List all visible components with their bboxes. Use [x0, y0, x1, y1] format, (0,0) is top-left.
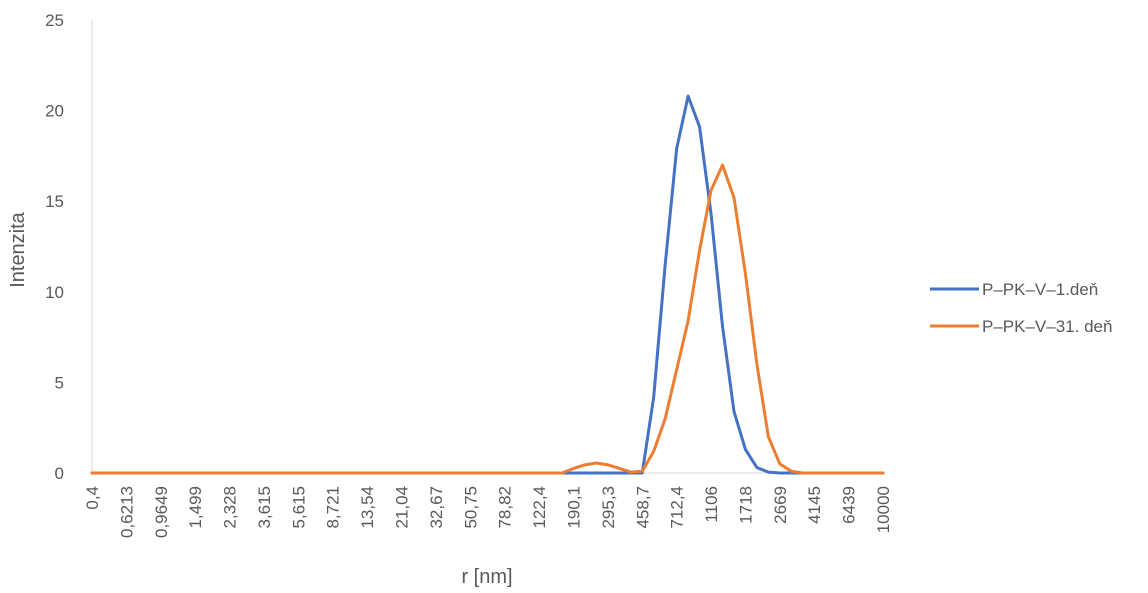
legend: P–PK–V–1.deň P–PK–V–31. deň — [930, 280, 1112, 336]
x-tick-label: 10000 — [874, 486, 893, 533]
y-tick-label: 0 — [55, 464, 64, 483]
x-axis: 0,4 0,6213 0,9649 1,499 2,328 3,615 5,615 8,721… — [83, 472, 893, 538]
x-tick-label: 2669 — [771, 486, 790, 524]
x-tick-label: 1,499 — [186, 486, 205, 529]
x-tick-label: 21,04 — [393, 486, 412, 529]
x-tick-label: 6439 — [840, 486, 859, 524]
x-tick-label: 50,75 — [461, 486, 480, 529]
x-tick-label: 78,82 — [496, 486, 515, 529]
x-tick-label: 458,7 — [633, 486, 652, 529]
x-tick-label: 190,1 — [564, 486, 583, 529]
x-tick-label: 122,4 — [530, 486, 549, 529]
y-tick-label: 15 — [45, 192, 64, 211]
x-tick-label: 0,6213 — [117, 486, 136, 538]
y-tick-label: 10 — [45, 283, 64, 302]
y-tick-label: 5 — [55, 373, 64, 392]
x-tick-label: 712,4 — [668, 486, 687, 529]
series-line-2 — [90, 163, 885, 475]
y-axis: 0 5 10 15 20 25 — [45, 11, 93, 483]
x-axis-title: r [nm] — [461, 566, 512, 588]
x-tick-label: 0,4 — [83, 486, 102, 510]
x-tick-label: 1106 — [702, 486, 721, 523]
y-tick-label: 25 — [45, 11, 64, 30]
x-tick-label: 295,3 — [599, 486, 618, 529]
y-axis-title: Intenzita — [7, 211, 29, 287]
x-tick-label: 1718 — [736, 486, 755, 524]
x-tick-label: 0,9649 — [152, 486, 171, 538]
x-tick-label: 5,615 — [289, 486, 308, 529]
x-tick-label: 3,615 — [255, 486, 274, 529]
x-tick-label: 2,328 — [221, 486, 240, 529]
x-tick-label: 4145 — [805, 486, 824, 524]
legend-label-2: P–PK–V–31. deň — [982, 317, 1112, 336]
y-tick-label: 20 — [45, 102, 64, 121]
series-layer — [90, 94, 885, 475]
x-tick-label: 8,721 — [324, 486, 343, 529]
x-tick-label: 13,54 — [358, 486, 377, 529]
x-tick-label: 32,67 — [427, 486, 446, 529]
legend-label-1: P–PK–V–1.deň — [982, 280, 1098, 299]
